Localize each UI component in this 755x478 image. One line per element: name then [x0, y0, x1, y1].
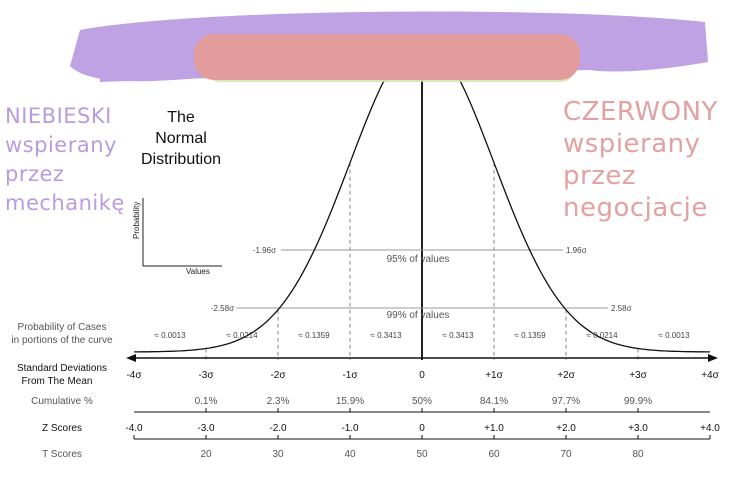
- diagram-title: The Normal Distribution: [130, 107, 232, 170]
- probability-value: ≈ 0.3413: [442, 331, 474, 340]
- left-caption: NIEBIESKI wspierany przez mechanikę: [5, 102, 125, 218]
- cumulative-value: 2.3%: [267, 396, 290, 407]
- std-row-label-2: From The Mean: [22, 376, 93, 387]
- cumulative-value: 15.9%: [336, 396, 364, 407]
- cumulative-row-label: Cumulative %: [31, 396, 93, 407]
- cumulative-value: 84.1%: [480, 396, 508, 407]
- t-score-value: 40: [344, 449, 356, 460]
- std-dev-tick-label: +2σ: [557, 370, 575, 381]
- left-caption-line: NIEBIESKI: [5, 104, 112, 128]
- right-caption-line: wspierany: [563, 129, 701, 159]
- cumulative-value: 99.9%: [624, 396, 652, 407]
- right-caption-line: negocjacje: [563, 193, 708, 223]
- mini-y-label: Probability: [132, 202, 141, 239]
- std-row-label-1: Standard Deviations: [17, 363, 107, 374]
- probability-value: ≈ 0.1359: [298, 331, 330, 340]
- std-dev-tick-label: +1σ: [485, 370, 503, 381]
- z-score-value: 0: [419, 423, 425, 434]
- probability-value: ≈ 0.3413: [370, 331, 402, 340]
- title-line: The: [167, 109, 195, 126]
- std-dev-tick-label: +4σ: [701, 370, 719, 381]
- probability-row-label-2: in portions of the curve: [11, 335, 113, 346]
- left-caption-line: mechanikę: [5, 191, 125, 215]
- axis-arrow-left: [126, 354, 136, 362]
- left-caption-line: przez: [5, 162, 65, 186]
- marker-99-left: -2.58σ: [211, 304, 234, 313]
- z-score-value: -1.0: [341, 423, 359, 434]
- probability-row-label-1: Probability of Cases: [18, 322, 107, 333]
- cumulative-value: 97.7%: [552, 396, 580, 407]
- right-caption-line: CZERWONY: [563, 97, 718, 127]
- z-row-label: Z Scores: [42, 423, 82, 434]
- z-score-value: -2.0: [269, 423, 287, 434]
- mini-axes: Probability Values: [132, 198, 222, 276]
- t-score-value: 80: [632, 449, 644, 460]
- std-dev-tick-label: -1σ: [342, 370, 358, 381]
- t-score-value: 60: [488, 449, 500, 460]
- t-row-label: T Scores: [42, 449, 82, 460]
- t-score-value: 70: [560, 449, 572, 460]
- right-caption-line: przez: [563, 161, 636, 191]
- z-score-value: +4.0: [700, 423, 720, 434]
- z-score-value: +2.0: [556, 423, 576, 434]
- pink-scribble: [194, 34, 580, 80]
- t-score-value: 30: [272, 449, 284, 460]
- probability-value: ≈ 0.0214: [586, 331, 618, 340]
- std-dev-tick-label: -4σ: [126, 370, 142, 381]
- z-score-value: +1.0: [484, 423, 504, 434]
- probability-value: ≈ 0.0013: [154, 331, 186, 340]
- curve-layer: [134, 30, 710, 360]
- score-rows: ≈ 0.0013 ≈ 0.0214 ≈ 0.1359 ≈ 0.3413 ≈ 0.3413…: [125, 331, 720, 460]
- scribble-overlay: [70, 11, 708, 82]
- std-dev-tick-label: +3σ: [629, 370, 647, 381]
- marker-95-left: -1.96σ: [253, 246, 276, 255]
- t-score-value: 50: [416, 449, 428, 460]
- probability-value: ≈ 0.1359: [514, 331, 546, 340]
- mini-x-label: Values: [186, 267, 210, 276]
- title-line: Distribution: [140, 151, 222, 168]
- marker-99-right: 2.58σ: [611, 304, 632, 313]
- probability-value: ≈ 0.0013: [658, 331, 690, 340]
- left-caption-line: wspierany: [5, 133, 117, 157]
- label-99-values: 99% of values: [387, 310, 450, 321]
- std-dev-tick-label: 0: [419, 370, 425, 381]
- std-dev-tick-label: -2σ: [270, 370, 286, 381]
- probability-value: ≈ 0.0214: [226, 331, 258, 340]
- purple-scribble-left: [100, 40, 210, 82]
- z-score-value: -4.0: [125, 423, 143, 434]
- label-95-values: 95% of values: [387, 254, 450, 265]
- title-line: Normal: [155, 130, 207, 147]
- cumulative-value: 50%: [412, 396, 432, 407]
- right-caption: CZERWONY wspierany przez negocjacje: [563, 96, 718, 224]
- z-score-value: +3.0: [628, 423, 648, 434]
- z-score-value: -3.0: [197, 423, 215, 434]
- axis-arrow-right: [708, 354, 718, 362]
- std-dev-tick-label: -3σ: [198, 370, 214, 381]
- cumulative-value: 0.1%: [195, 396, 218, 407]
- t-score-value: 20: [200, 449, 212, 460]
- marker-95-right: 1.96σ: [566, 246, 587, 255]
